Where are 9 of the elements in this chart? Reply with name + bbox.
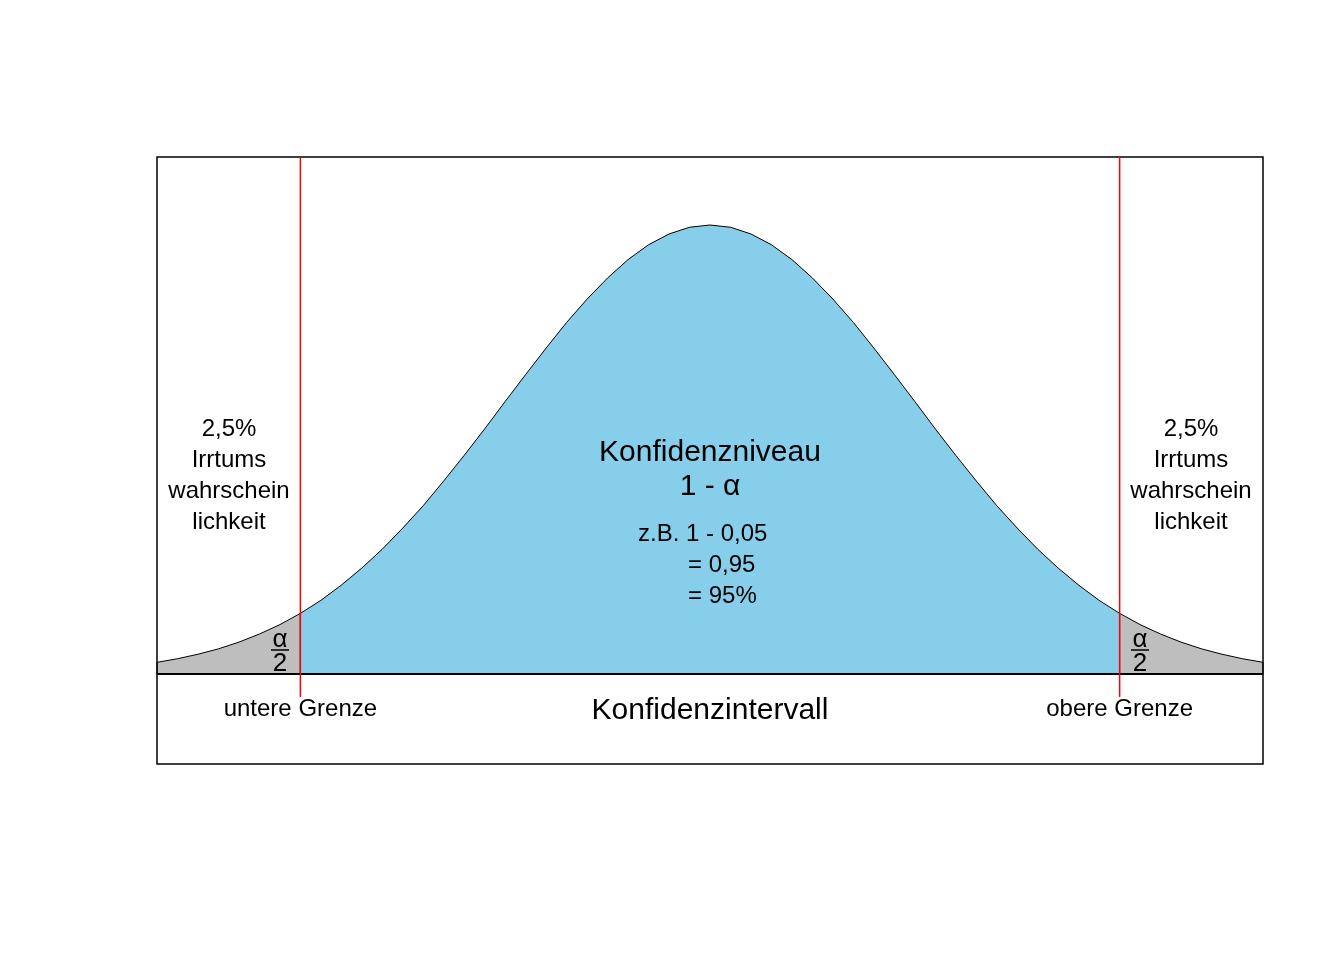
annotation: α 2 xyxy=(272,623,288,677)
annotation: 2,5% Irrtums wahrschein lichkeit xyxy=(1129,414,1252,534)
annotation: z.B. 1 - 0,05 = 0,95 = 95% xyxy=(638,519,768,608)
annotation: 2,5% Irrtums wahrschein lichkeit xyxy=(167,414,290,534)
text: untere Grenze xyxy=(223,694,378,721)
text: obere Grenze xyxy=(1046,694,1194,721)
annotation: α 2 xyxy=(1132,623,1148,677)
x-axis-title: Konfidenzintervall xyxy=(591,692,829,725)
annotation: Konfidenzniveau 1 - α xyxy=(599,434,821,501)
